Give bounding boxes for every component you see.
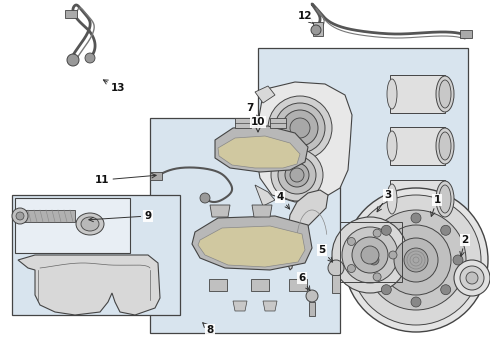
Text: 12: 12 bbox=[298, 11, 314, 24]
Circle shape bbox=[373, 273, 381, 281]
Ellipse shape bbox=[439, 185, 451, 213]
Bar bbox=[65, 10, 77, 18]
Circle shape bbox=[347, 265, 355, 273]
Text: 9: 9 bbox=[89, 211, 151, 222]
Bar bbox=[390, 180, 445, 218]
Text: 13: 13 bbox=[103, 80, 125, 93]
Bar bbox=[289, 279, 307, 291]
Circle shape bbox=[347, 238, 355, 246]
Circle shape bbox=[67, 54, 79, 66]
Circle shape bbox=[441, 285, 451, 295]
Text: 1: 1 bbox=[431, 195, 441, 216]
Circle shape bbox=[282, 110, 318, 146]
Text: 11: 11 bbox=[95, 174, 156, 185]
Bar bbox=[390, 75, 445, 113]
Circle shape bbox=[453, 255, 463, 265]
Circle shape bbox=[411, 213, 421, 223]
Bar bbox=[313, 22, 323, 36]
Text: 8: 8 bbox=[203, 323, 214, 335]
Circle shape bbox=[290, 168, 304, 182]
Circle shape bbox=[306, 290, 318, 302]
Text: 2: 2 bbox=[460, 235, 468, 256]
Circle shape bbox=[332, 217, 408, 293]
Circle shape bbox=[352, 237, 388, 273]
Circle shape bbox=[411, 297, 421, 307]
Bar bbox=[309, 302, 315, 316]
Circle shape bbox=[369, 255, 379, 265]
Circle shape bbox=[12, 208, 28, 224]
Circle shape bbox=[441, 225, 451, 235]
Polygon shape bbox=[210, 205, 230, 217]
Bar bbox=[150, 172, 162, 180]
Text: 4: 4 bbox=[276, 192, 290, 209]
Bar bbox=[332, 275, 340, 293]
Circle shape bbox=[268, 96, 332, 160]
Bar bbox=[15, 198, 130, 253]
Circle shape bbox=[311, 25, 321, 35]
Circle shape bbox=[381, 285, 392, 295]
Ellipse shape bbox=[436, 76, 454, 112]
Bar bbox=[150, 118, 340, 333]
Polygon shape bbox=[287, 190, 328, 270]
Bar bbox=[340, 222, 402, 282]
Circle shape bbox=[278, 156, 316, 194]
Circle shape bbox=[394, 238, 438, 282]
Text: 5: 5 bbox=[318, 245, 333, 262]
Circle shape bbox=[344, 188, 488, 332]
Bar bbox=[12, 195, 180, 315]
Ellipse shape bbox=[436, 181, 454, 217]
Circle shape bbox=[460, 266, 484, 290]
Circle shape bbox=[404, 248, 428, 272]
Circle shape bbox=[271, 149, 323, 201]
Circle shape bbox=[275, 103, 325, 153]
Circle shape bbox=[389, 251, 397, 259]
Bar bbox=[235, 118, 251, 128]
Polygon shape bbox=[215, 126, 308, 172]
Circle shape bbox=[16, 212, 24, 220]
Bar bbox=[270, 118, 286, 128]
Polygon shape bbox=[263, 301, 277, 311]
Polygon shape bbox=[233, 301, 247, 311]
Circle shape bbox=[361, 246, 379, 264]
Ellipse shape bbox=[439, 132, 451, 160]
Ellipse shape bbox=[76, 213, 104, 235]
Text: 6: 6 bbox=[298, 273, 310, 291]
Circle shape bbox=[290, 118, 310, 138]
Ellipse shape bbox=[387, 79, 397, 109]
Circle shape bbox=[351, 195, 481, 325]
Circle shape bbox=[381, 225, 451, 295]
Bar bbox=[390, 127, 445, 165]
Bar bbox=[209, 279, 227, 291]
Text: 7: 7 bbox=[246, 103, 260, 119]
Polygon shape bbox=[256, 82, 352, 202]
Ellipse shape bbox=[439, 80, 451, 108]
Circle shape bbox=[285, 163, 309, 187]
Ellipse shape bbox=[81, 217, 99, 231]
Bar bbox=[251, 279, 269, 291]
Circle shape bbox=[466, 272, 478, 284]
Circle shape bbox=[373, 229, 381, 237]
Bar bbox=[460, 30, 472, 38]
Polygon shape bbox=[18, 255, 160, 315]
Ellipse shape bbox=[387, 184, 397, 214]
Bar bbox=[258, 48, 468, 233]
Polygon shape bbox=[218, 136, 300, 168]
Circle shape bbox=[85, 53, 95, 63]
Polygon shape bbox=[252, 205, 272, 217]
Circle shape bbox=[366, 210, 466, 310]
Circle shape bbox=[381, 225, 392, 235]
Ellipse shape bbox=[387, 131, 397, 161]
Circle shape bbox=[200, 193, 210, 203]
Polygon shape bbox=[255, 86, 275, 103]
Text: 10: 10 bbox=[251, 117, 265, 132]
Bar bbox=[20, 210, 75, 222]
Circle shape bbox=[328, 260, 344, 276]
Text: 3: 3 bbox=[377, 190, 392, 212]
Polygon shape bbox=[192, 216, 312, 270]
Circle shape bbox=[342, 227, 398, 283]
Circle shape bbox=[454, 260, 490, 296]
Polygon shape bbox=[255, 185, 275, 206]
Polygon shape bbox=[198, 226, 305, 267]
Ellipse shape bbox=[436, 128, 454, 164]
